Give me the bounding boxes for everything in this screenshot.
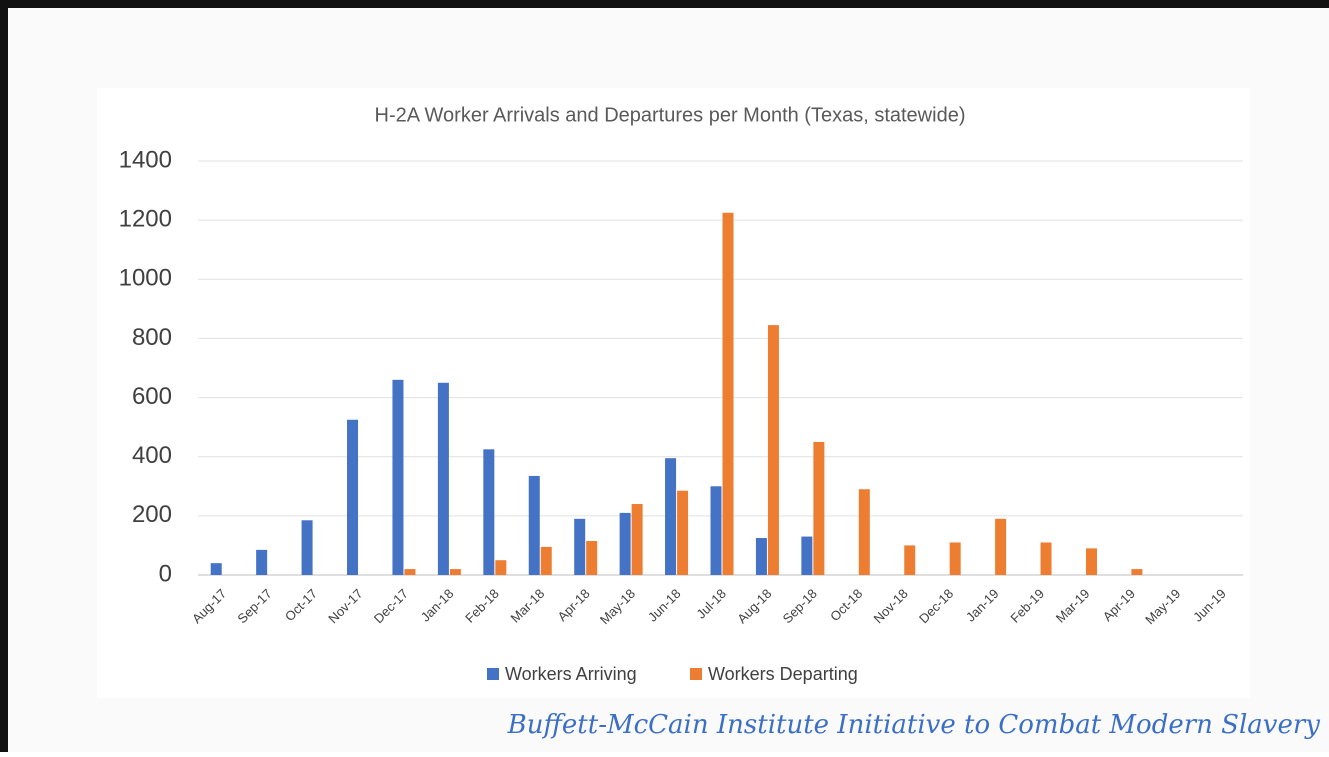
bar	[1131, 569, 1143, 575]
bar	[449, 569, 461, 575]
bar	[404, 569, 416, 575]
y-tick-label: 1000	[119, 265, 172, 292]
bar	[540, 546, 552, 575]
bar	[586, 540, 598, 575]
bar	[528, 475, 540, 575]
bar	[1040, 542, 1052, 575]
bar	[619, 512, 631, 575]
chart-title: H-2A Worker Arrivals and Departures per …	[375, 104, 966, 126]
bar	[858, 489, 870, 575]
bar	[1085, 548, 1097, 575]
bar	[813, 441, 825, 575]
legend-label: Workers Arriving	[505, 664, 637, 684]
chart-area	[97, 88, 1250, 698]
bar	[483, 449, 495, 575]
bar	[677, 490, 689, 575]
bar	[210, 563, 222, 575]
bar	[949, 542, 961, 575]
bar	[392, 379, 404, 575]
y-tick-label: 800	[132, 324, 172, 351]
bar	[256, 549, 268, 575]
bar	[347, 419, 359, 575]
y-tick-label: 1200	[119, 205, 172, 232]
bar	[801, 536, 813, 575]
bar	[995, 518, 1007, 575]
legend-swatch	[690, 668, 702, 680]
legend-swatch	[487, 668, 499, 680]
y-tick-label: 600	[132, 383, 172, 410]
bar	[755, 538, 767, 575]
y-tick-label: 400	[132, 442, 172, 469]
bar	[665, 458, 677, 575]
bar	[710, 486, 722, 575]
bar	[722, 212, 734, 575]
bar	[767, 325, 779, 575]
footer: Buffett-McCain Institute Initiative to C…	[507, 710, 1321, 740]
y-tick-label: 200	[132, 501, 172, 528]
bar	[301, 520, 313, 575]
bar	[904, 545, 916, 575]
bar	[437, 382, 449, 575]
y-tick-label: 0	[159, 560, 172, 587]
bar	[631, 504, 643, 575]
legend-label: Workers Departing	[708, 664, 858, 684]
bar	[574, 518, 586, 575]
bar	[495, 560, 507, 575]
y-tick-label: 1400	[119, 146, 172, 173]
